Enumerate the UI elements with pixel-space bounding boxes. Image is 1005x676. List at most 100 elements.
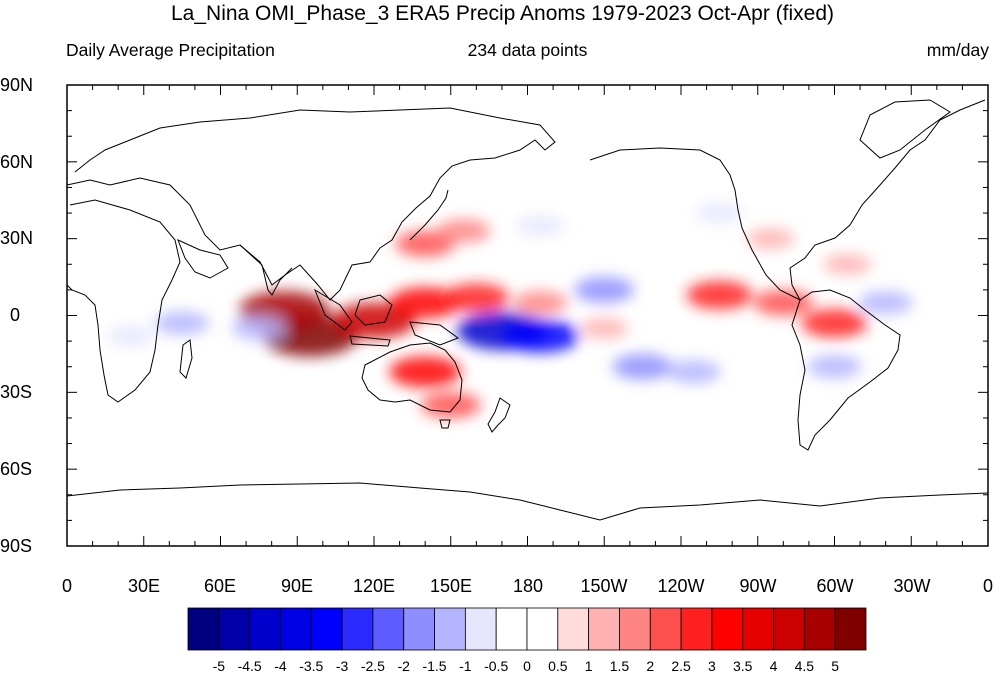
colorbar-tick-label: 1 [585,658,593,674]
colorbar-swatch [464,607,497,651]
anomaly-region [155,311,210,335]
anomaly-region [753,289,814,316]
colorbar-swatch [773,607,805,651]
lon-tick-label: 120W [657,576,705,596]
anomaly-region [695,202,744,224]
eurasia-coastline [67,107,556,301]
colorbar-tick-label: 3 [708,658,716,674]
map-title: La_Nina OMI_Phase_3 ERA5 Precip Anoms 19… [170,2,834,25]
colorbar-tick-label: -3.5 [299,658,323,674]
colorbar-swatch [341,607,374,651]
lat-tick-label: 30N [0,228,34,248]
lon-tick-label: 120E [352,576,396,596]
tasmania-coastline [439,419,451,429]
colorbar-swatch [310,607,343,651]
lon-tick-label: 0 [61,576,73,596]
colorbar-tick-label: -2.5 [361,658,385,674]
japan-coastline [409,189,449,241]
anomaly-region [231,316,286,341]
lat-tick-label: 60S [0,459,33,479]
anomaly-region [801,308,868,338]
units-label: mm/day [926,40,989,60]
colorbar-tick-label: 1.5 [610,658,630,674]
colorbar-tick-label: -1.5 [422,658,446,674]
lon-tick-label: 150E [429,576,473,596]
anomaly-region [436,219,491,243]
india-coastline [239,244,293,296]
anomaly-region [106,325,155,347]
lat-tick-label: 30S [0,382,33,402]
colorbar-tick-label: 4 [770,658,778,674]
antarctica-coastline [67,482,988,521]
colorbar-swatch [649,607,682,651]
colorbar-swatch [218,607,251,651]
greenland-coastline [859,99,951,159]
anomaly-region [513,290,568,315]
borneo-coastline [354,294,393,326]
africa-coastline [67,199,181,403]
lon-tick-label: 90E [280,576,314,596]
colorbar-swatch [187,607,220,651]
colorbar-tick-label: 5 [831,658,839,674]
colorbar-tick-label: -1 [459,658,472,674]
colorbar-swatch [372,607,405,651]
newzealand-coastline [487,397,511,433]
madagascar-coastline [179,339,193,379]
anomaly-region [686,280,753,310]
colorbar [187,607,867,651]
colorbar-swatch [834,607,867,651]
anomaly-region [574,276,635,303]
tick-marks [66,84,989,547]
colorbar-swatch [526,607,559,651]
anomaly-region [501,319,580,353]
variable-label: Daily Average Precipitation [66,40,275,60]
colorbar-labels: -5 -4.5 -4 -3.5 -3 -2.5 -2 -1.5 -1 -0.5 0 0.5 1 1.5 2 2… [213,658,840,674]
anomaly-field [106,202,913,419]
colorbar-swatch [403,607,435,651]
colorbar-tick-label: 2 [646,658,654,674]
colorbar-tick-label: 0 [523,658,531,674]
coastlines [67,99,988,521]
anomaly-region [612,353,673,380]
anomaly-region [389,356,462,388]
anomaly-region [443,283,510,312]
arabia-coastline [177,239,229,279]
lat-tick-label: 90N [0,75,34,95]
anomaly-region [823,253,872,275]
colorbar-swatch [249,607,281,651]
colorbar-swatch [495,607,528,651]
lon-tick-label: 30E [127,576,161,596]
colorbar-swatch [711,607,744,651]
southamerica-coastline [791,289,901,451]
lon-tick-label: 60W [816,576,854,596]
colorbar-swatch [742,607,774,651]
anomaly-region [516,215,565,237]
anomaly-region [420,392,481,419]
lon-tick-label: 90W [739,576,777,596]
colorbar-swatch [588,607,620,651]
colorbar-tick-label: 4.5 [795,658,815,674]
anomaly-region [332,302,416,339]
colorbar-tick-label: -0.5 [484,658,508,674]
newguinea-coastline [409,321,460,346]
anomaly-region [395,230,456,257]
colorbar-tick-label: 2.5 [671,658,691,674]
sumatra-coastline [313,288,353,331]
lon-tick-label: 60E [203,576,237,596]
lon-tick-label: 180 [512,576,544,596]
anomaly-region [807,354,862,379]
colorbar-tick-label: 3.5 [733,658,753,674]
lat-tick-label: 60N [0,152,34,172]
colorbar-swatch [803,607,836,651]
anomaly-region [746,228,795,250]
australia-coastline [361,342,463,413]
colorbar-swatch [680,607,713,651]
lon-tick-label: 30W [893,576,931,596]
lat-tick-label: 90S [0,536,33,556]
northamerica-coastline [589,99,986,302]
lon-tick-label: 150W [580,576,628,596]
anomaly-region [666,360,721,384]
colorbar-tick-label: -4 [274,658,287,674]
colorbar-tick-label: -3 [336,658,349,674]
